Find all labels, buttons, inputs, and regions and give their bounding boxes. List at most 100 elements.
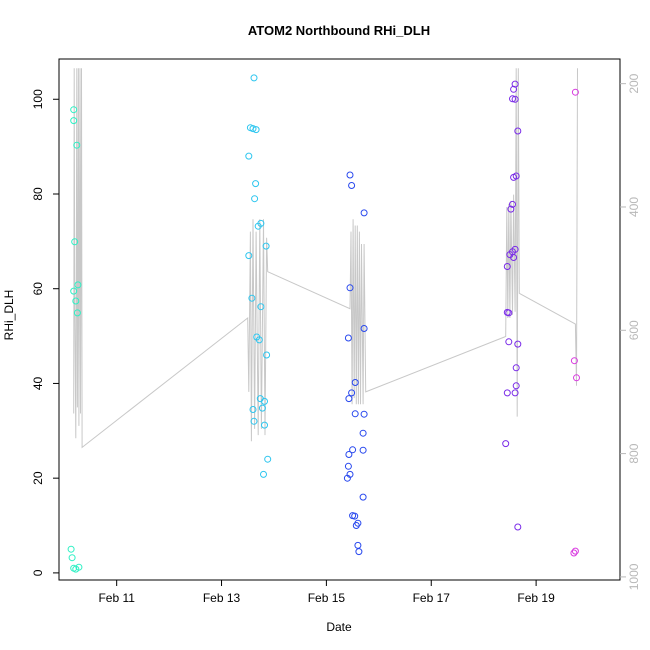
data-point <box>245 152 253 160</box>
data-point <box>72 297 80 305</box>
data-point <box>510 173 518 181</box>
data-point <box>514 127 522 135</box>
data-point <box>507 205 515 213</box>
data-point <box>355 548 363 556</box>
data-point <box>360 209 368 217</box>
data-point <box>514 340 522 348</box>
data-point <box>71 238 79 246</box>
data-point <box>70 106 78 114</box>
data-point <box>509 200 516 208</box>
x-tick-label: Feb 17 <box>413 591 451 605</box>
data-point <box>510 254 518 261</box>
data-point <box>249 406 257 413</box>
data-point <box>261 421 268 429</box>
chart-title: ATOM2 Northbound RHi_DLH <box>248 23 430 38</box>
y-tick-label: 40 <box>31 376 45 390</box>
data-point <box>503 263 511 270</box>
data-point <box>70 117 78 125</box>
data-point <box>254 222 262 230</box>
data-point <box>360 410 368 418</box>
data-point <box>570 549 578 557</box>
data-point <box>354 541 362 549</box>
y2-tick-label: 800 <box>627 443 641 463</box>
y-axis-label: RHi_DLH <box>2 290 16 341</box>
y2-tick-label: 200 <box>627 73 641 93</box>
data-point <box>252 126 260 134</box>
data-point <box>263 351 271 359</box>
data-point <box>260 470 267 478</box>
pressure-line <box>73 68 578 449</box>
data-point <box>345 451 353 458</box>
data-point <box>346 284 354 292</box>
x-axis-label: Date <box>326 620 352 634</box>
data-point <box>250 417 258 425</box>
data-point <box>344 334 352 342</box>
plot-box <box>58 58 621 581</box>
data-point <box>511 389 519 397</box>
y-tick-label: 0 <box>31 569 45 576</box>
x-tick-label: Feb 13 <box>203 591 241 605</box>
data-point <box>348 389 356 397</box>
data-point <box>352 522 360 529</box>
data-point <box>349 446 357 454</box>
data-point <box>512 382 520 390</box>
data-point <box>75 563 83 571</box>
data-point <box>251 195 259 203</box>
data-point <box>73 309 81 317</box>
data-point <box>68 554 76 562</box>
data-point <box>67 545 75 553</box>
data-point <box>74 281 82 289</box>
data-point <box>264 455 272 463</box>
data-point <box>343 474 351 482</box>
data-point <box>359 446 367 454</box>
data-point <box>248 294 256 302</box>
plot-frame <box>58 58 621 581</box>
data-point <box>345 395 353 403</box>
data-point <box>360 325 368 332</box>
data-point <box>257 303 265 311</box>
x-tick-label: Feb 15 <box>308 591 346 605</box>
data-point <box>351 512 359 520</box>
data-point <box>505 309 513 317</box>
data-point <box>514 523 522 531</box>
x-tick-label: Feb 19 <box>517 591 555 605</box>
data-point <box>509 95 516 103</box>
x-axis: Feb 11 Feb 13 Feb 15 Feb 17 Feb 19 <box>98 580 555 605</box>
data-point <box>73 141 81 149</box>
data-point <box>571 547 579 555</box>
data-point <box>570 357 578 365</box>
data-point <box>249 125 257 133</box>
data-point <box>344 462 352 470</box>
data-point <box>502 440 510 448</box>
y-tick-label: 100 <box>31 89 45 109</box>
data-point <box>262 242 270 250</box>
data-point <box>252 180 260 188</box>
data-point <box>571 88 579 96</box>
y2-tick-label: 1000 <box>627 563 641 590</box>
data-point <box>503 389 511 397</box>
data-point <box>255 336 263 344</box>
data-point <box>512 364 520 372</box>
x-tick-label: Feb 11 <box>98 591 135 605</box>
data-point <box>359 429 367 437</box>
y2-axis: 200 400 600 800 1000 <box>620 73 641 590</box>
data-point <box>351 379 359 386</box>
line-series <box>73 68 578 449</box>
data-point <box>348 182 356 189</box>
y-tick-label: 80 <box>31 187 45 201</box>
data-point <box>511 95 519 103</box>
data-point <box>70 287 78 295</box>
data-point <box>346 171 354 179</box>
y-tick-label: 20 <box>31 471 45 485</box>
y2-tick-label: 600 <box>627 320 641 340</box>
data-point <box>258 404 266 412</box>
data-point <box>505 338 513 346</box>
y-tick-label: 60 <box>31 282 45 296</box>
data-point <box>359 493 367 501</box>
points-layer <box>67 74 580 573</box>
data-point <box>573 374 580 382</box>
data-point <box>245 252 253 260</box>
data-point <box>510 85 518 93</box>
data-point <box>250 74 258 82</box>
